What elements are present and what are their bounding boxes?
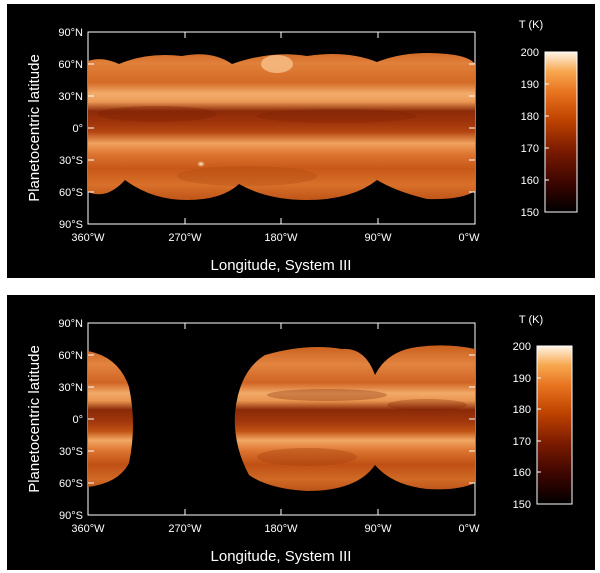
x-tick-label: 90°W — [364, 232, 392, 244]
colorbar-tick-label: 150 — [521, 207, 539, 219]
y-tick-label: 30°S — [59, 155, 83, 167]
colorbar-tick-label: 190 — [521, 79, 539, 91]
y-tick-label: 90°S — [59, 219, 83, 231]
x-tick-label: 270°W — [168, 523, 202, 535]
y-tick-label: 0° — [72, 123, 83, 135]
y-tick-label: 60°N — [58, 350, 83, 362]
colorbar-tick-label: 180 — [521, 111, 539, 123]
x-tick-label: 360°W — [71, 523, 105, 535]
y-tick-label: 60°N — [58, 59, 83, 71]
colorbar-ticks — [537, 377, 541, 473]
x-axis-title: Longitude, System III — [211, 257, 352, 274]
y-axis-title: Planetocentric latitude — [26, 54, 43, 202]
y-tick-label: 90°N — [58, 27, 83, 39]
colorbar — [544, 51, 578, 213]
map-panel-top: 90°N 60°N 30°N 0° 30°S 60°S 90°S 360°W 2… — [7, 4, 595, 278]
colorbar-tick-label: 200 — [513, 341, 531, 353]
colorbar-tick-label: 180 — [513, 404, 531, 416]
colorbar-tick-label: 150 — [513, 499, 531, 511]
temperature-map-figure: 90°N 60°N 30°N 0° 30°S 60°S 90°S 360°W 2… — [26, 314, 573, 565]
y-tick-label: 30°S — [59, 446, 83, 458]
colorbar-tick-label: 170 — [521, 143, 539, 155]
colorbar-tick-label: 200 — [521, 47, 539, 59]
temperature-map-figure: 90°N 60°N 30°N 0° 30°S 60°S 90°S 360°W 2… — [26, 19, 578, 274]
colorbar-ticks — [545, 83, 549, 181]
x-tick-label: 180°W — [264, 232, 298, 244]
y-axis-title: Planetocentric latitude — [26, 345, 43, 493]
x-tick-label: 180°W — [264, 523, 298, 535]
x-axis-title: Longitude, System III — [211, 548, 352, 565]
x-axis-ticks — [184, 323, 379, 515]
x-tick-label: 270°W — [168, 232, 202, 244]
colorbar-tick-label: 190 — [513, 373, 531, 385]
x-tick-label: 360°W — [71, 232, 105, 244]
y-tick-label: 90°S — [59, 510, 83, 522]
y-tick-label: 30°N — [58, 382, 83, 394]
y-axis-ticks — [88, 322, 475, 516]
colorbar-tick-label: 160 — [521, 175, 539, 187]
colorbar-title: T (K) — [519, 314, 543, 326]
y-axis-ticks — [88, 31, 475, 225]
colorbar — [536, 345, 573, 505]
y-tick-label: 30°N — [58, 91, 83, 103]
y-tick-label: 0° — [72, 414, 83, 426]
x-tick-label: 90°W — [364, 523, 392, 535]
colorbar-title: T (K) — [519, 19, 543, 31]
x-tick-label: 0°W — [459, 523, 481, 535]
x-tick-label: 0°W — [459, 232, 481, 244]
y-tick-label: 60°S — [59, 478, 83, 490]
map-panel-bottom: 90°N 60°N 30°N 0° 30°S 60°S 90°S 360°W 2… — [7, 295, 595, 570]
y-tick-label: 60°S — [59, 187, 83, 199]
colorbar-tick-label: 160 — [513, 467, 531, 479]
temperature-map-image — [88, 53, 475, 200]
x-axis-ticks — [184, 32, 379, 224]
y-tick-label: 90°N — [58, 318, 83, 330]
colorbar-tick-label: 170 — [513, 436, 531, 448]
